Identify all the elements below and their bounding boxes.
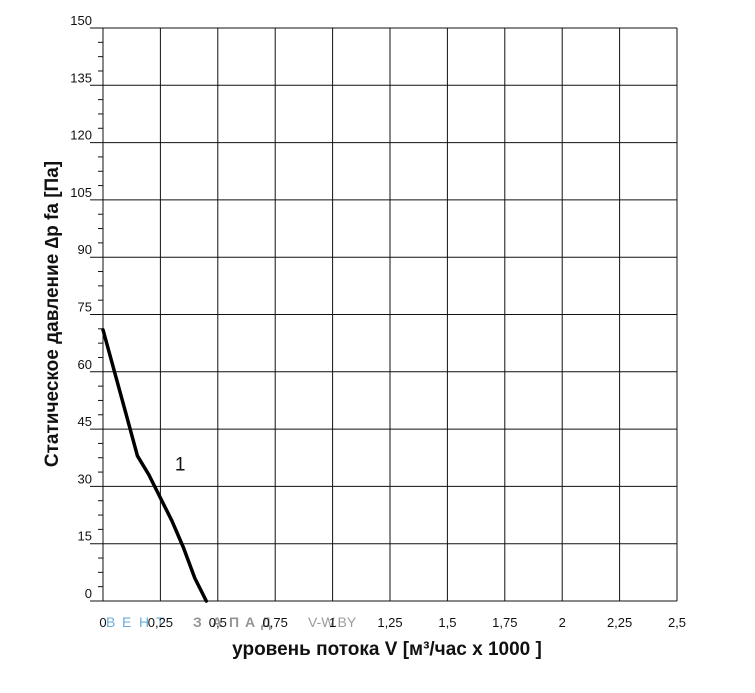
x-tick-label: 0 [99,615,106,630]
x-tick-label: 2,5 [668,615,686,630]
x-tick-label: 2,25 [607,615,632,630]
x-tick-label: 0,25 [148,615,173,630]
watermark-letter: З [193,614,202,630]
x-tick-label: 1,25 [377,615,402,630]
watermark: В Е Н Т З А П А Д V-W.BY [106,614,357,630]
x-tick-label: 0,75 [263,615,288,630]
y-tick-label: 105 [70,185,92,200]
y-tick-label: 75 [78,300,92,315]
y-tick-label: 135 [70,70,92,85]
tick-labels: 0 0,25 0,5 0,75 1 1,25 1,5 1,75 2 2,25 2,5 0 15 30 45 6… [70,13,686,630]
y-tick-label: 60 [78,357,92,372]
x-tick-label: 1,5 [438,615,456,630]
y-tick-label: 45 [78,414,92,429]
x-tick-label: 1 [329,615,336,630]
x-tick-label: 1,75 [492,615,517,630]
watermark-letter: Н [139,614,149,630]
watermark-letter: Д [261,614,271,630]
watermark-letter: Т [156,614,165,630]
y-tick-label: 90 [78,242,92,257]
watermark-letter: А [212,614,222,630]
watermark-letter: А [245,614,255,630]
y-axis-title: Статическое давление ∆p fa [Па] [42,161,63,467]
y-tick-label: 150 [70,13,92,28]
curve-label: 1 [175,454,186,475]
x-tick-label: 2 [559,615,566,630]
y-tick-label: 0 [85,586,92,601]
watermark-site: V-W.BY [308,614,357,630]
watermark-letter: Е [122,614,131,630]
series-line [101,328,209,603]
x-tick-label: 0,5 [209,615,227,630]
watermark-letter: П [229,614,239,630]
grid [90,27,678,602]
watermark-letter: В [106,614,115,630]
y-tick-label: 15 [78,529,92,544]
y-tick-label: 30 [78,471,92,486]
x-axis-title: уровень потока V [м³/час x 1000 ] [232,639,542,660]
y-tick-label: 120 [70,128,92,143]
series: 1 [101,328,209,603]
